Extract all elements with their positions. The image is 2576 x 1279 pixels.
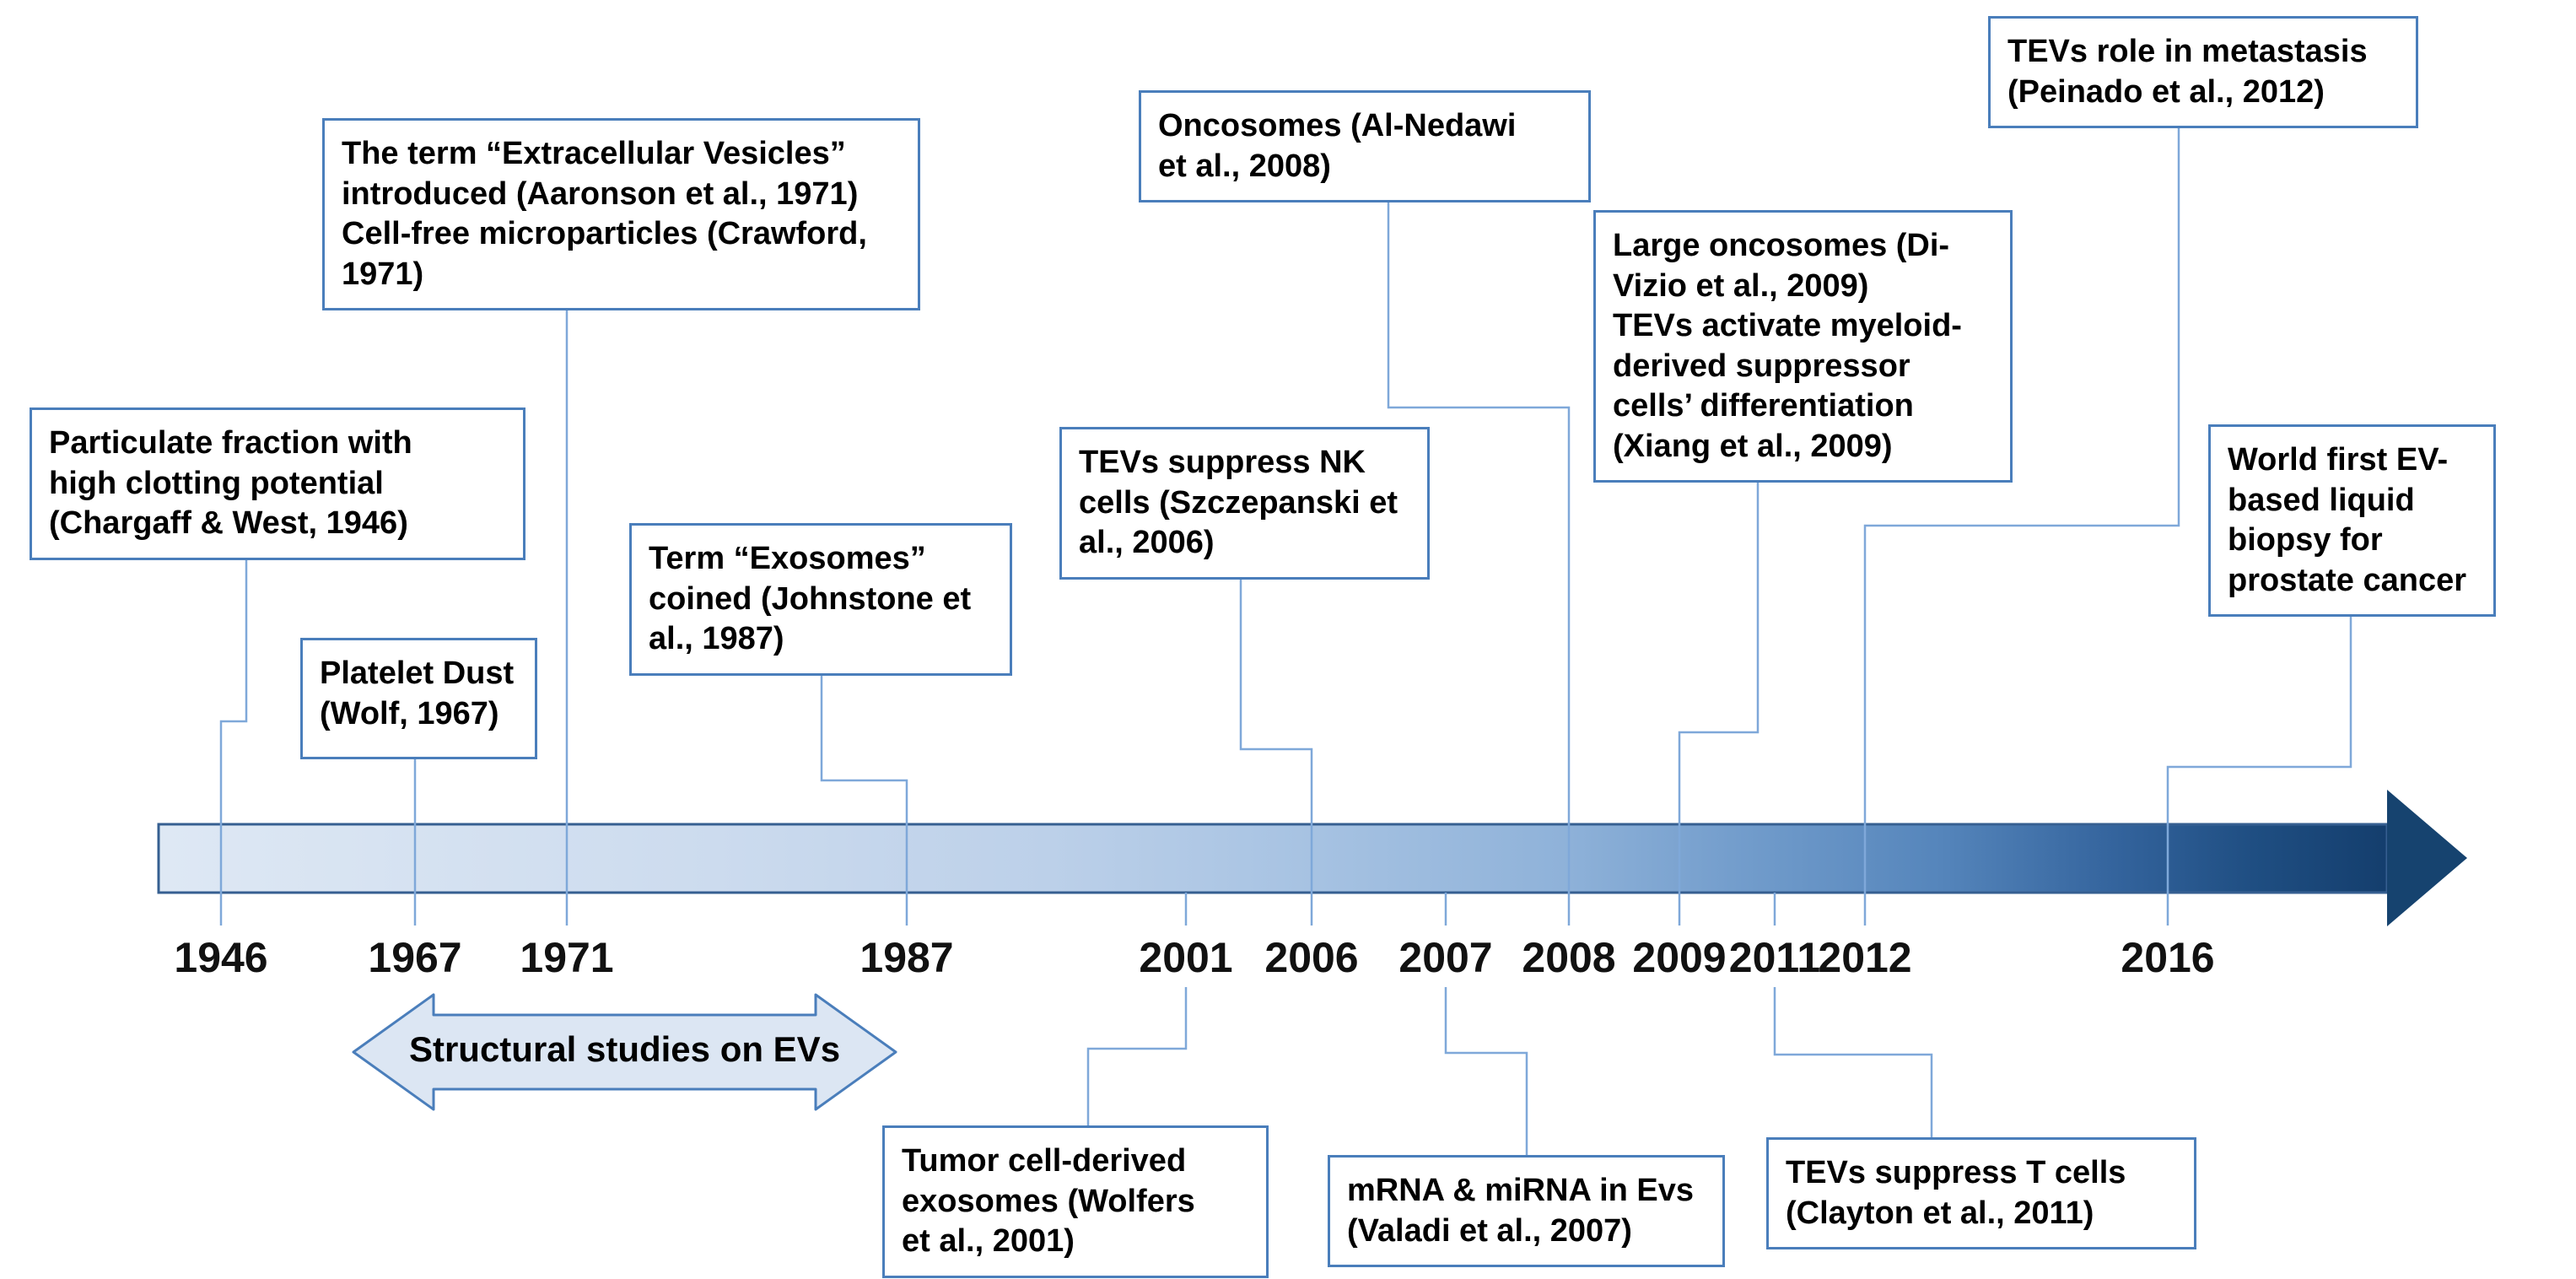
connector-liquid-biopsy-2016 <box>2166 605 2352 926</box>
year-label-2007: 2007 <box>1398 934 1493 981</box>
year-label-2006: 2006 <box>1264 934 1359 981</box>
connector-chargaff-1946 <box>219 556 248 926</box>
event-box-exosomes-term-1987: Term “Exosomes” coined (Johnstone et al.… <box>629 523 1012 676</box>
event-box-large-oncosomes-2009: Large oncosomes (Di- Vizio et al., 2009)… <box>1593 210 2013 483</box>
connector-metastasis-2012 <box>1863 115 2180 926</box>
year-label-2008: 2008 <box>1522 934 1616 981</box>
event-box-nk-cells-2006: TEVs suppress NK cells (Szczepanski et a… <box>1059 427 1430 580</box>
year-label-2016: 2016 <box>2121 934 2215 981</box>
event-box-metastasis-2012: TEVs role in metastasis (Peinado et al.,… <box>1988 16 2418 128</box>
year-label-2012: 2012 <box>1818 934 1912 981</box>
connector-mrna-mirna-2007 <box>1444 987 1528 1155</box>
year-label-1987: 1987 <box>860 934 954 981</box>
event-box-ev-term-1971: The term “Extracellular Vesicles” introd… <box>322 118 920 310</box>
structural-studies-banner-arrow <box>352 993 897 1111</box>
event-box-liquid-biopsy-2016: World first EV- based liquid biopsy for … <box>2208 424 2496 617</box>
year-label-2011: 2011 <box>1728 934 1821 981</box>
connector-oncosomes-2008 <box>1387 184 1571 926</box>
event-box-mrna-mirna-2007: mRNA & miRNA in Evs (Valadi et al., 2007… <box>1328 1155 1725 1267</box>
connector-tumor-exosomes-2001 <box>1086 987 1188 1125</box>
year-label-1971: 1971 <box>520 934 614 981</box>
connector-nk-cells-2006 <box>1239 567 1313 926</box>
connector-large-oncosomes-2009 <box>1678 477 1760 926</box>
timeline-arrowhead <box>2387 790 2467 926</box>
year-label-1967: 1967 <box>368 934 462 981</box>
connector-exosomes-term-1987 <box>820 664 908 926</box>
timeline-bar <box>157 823 2389 894</box>
event-box-t-cells-2011: TEVs suppress T cells (Clayton et al., 2… <box>1766 1137 2196 1249</box>
year-label-1946: 1946 <box>174 934 268 981</box>
year-label-2001: 2001 <box>1139 934 1233 981</box>
connector-t-cells-2011 <box>1773 987 1933 1137</box>
event-box-tumor-exosomes-2001: Tumor cell-derived exosomes (Wolfers et … <box>882 1125 1269 1278</box>
event-box-oncosomes-2008: Oncosomes (Al-Nedawi et al., 2008) <box>1139 90 1591 202</box>
event-box-platelet-dust-1967: Platelet Dust (Wolf, 1967) <box>300 638 537 759</box>
year-label-2009: 2009 <box>1632 934 1727 981</box>
structural-studies-banner-label: Structural studies on EVs <box>408 1029 841 1069</box>
event-box-chargaff-1946: Particulate fraction with high clotting … <box>30 407 525 560</box>
